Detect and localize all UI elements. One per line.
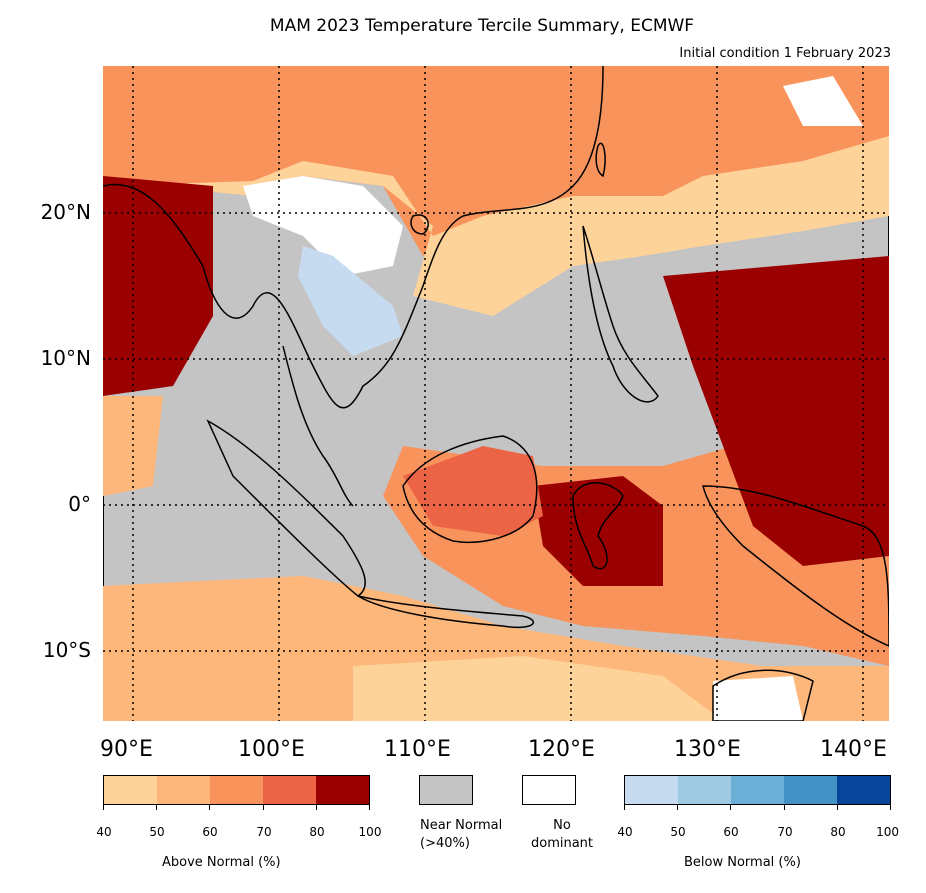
above-normal-swatch-50 <box>157 776 210 804</box>
above-tick-70: 70 <box>256 825 272 839</box>
no-dominant-label-line1: No <box>553 818 571 833</box>
near-normal-label: Near Normal (>40%) <box>420 817 502 853</box>
no-dominant-indochina <box>243 176 403 276</box>
above-tick-50: 50 <box>149 825 165 839</box>
no-dominant-swatch <box>522 775 576 805</box>
no-dominant-label: No dominant <box>521 817 603 853</box>
lat-label-10s: 10°S <box>42 638 91 662</box>
no-dominant-australia <box>713 676 803 721</box>
below-normal-region <box>298 246 403 356</box>
above-normal-title: Above Normal (%) <box>162 855 281 870</box>
coastline-philippines <box>582 225 659 403</box>
above-normal-swatch-70 <box>263 776 316 804</box>
below-normal-swatch-50 <box>678 776 731 804</box>
tickmark <box>784 805 785 810</box>
tickmark <box>103 805 104 810</box>
coastline-sulawesi <box>572 482 624 570</box>
above-normal-swatch-60 <box>210 776 263 804</box>
near-normal-label-line1: Near Normal <box>420 818 503 833</box>
above-normal-strong-south <box>533 476 663 586</box>
below-normal-swatch-80 <box>837 776 890 804</box>
tickmark <box>369 805 370 810</box>
above-normal-region-north <box>103 66 889 256</box>
lon-label-140e: 140°E <box>820 737 887 762</box>
above-tick-100: 100 <box>358 825 382 839</box>
above-tick-80: 80 <box>309 825 325 839</box>
below-normal-colorbar <box>624 775 891 805</box>
tickmark <box>156 805 157 810</box>
above-normal-strong-east <box>663 256 889 566</box>
below-normal-swatch-70 <box>784 776 837 804</box>
below-normal-swatch-60 <box>731 776 784 804</box>
above-tick-40: 40 <box>96 825 112 839</box>
below-tick-40: 40 <box>617 825 633 839</box>
above-normal-light-band <box>103 136 889 316</box>
lon-label-100e: 100°E <box>238 737 305 762</box>
lon-label-90e: 90°E <box>100 737 153 762</box>
above-normal-borneo <box>403 446 543 536</box>
map-canvas <box>103 66 889 721</box>
above-normal-swatch-40 <box>104 776 157 804</box>
near-normal-swatch <box>419 775 473 805</box>
tickmark <box>624 805 625 810</box>
tickmark <box>263 805 264 810</box>
below-tick-60: 60 <box>723 825 739 839</box>
coastline-australia <box>712 669 814 721</box>
tickmark <box>730 805 731 810</box>
above-normal-colorbar <box>103 775 370 805</box>
no-dominant-label-line2: dominant <box>530 836 594 851</box>
tickmark <box>890 805 891 810</box>
below-tick-80: 80 <box>830 825 846 839</box>
lat-label-0: 0° <box>68 492 91 516</box>
lon-label-120e: 120°E <box>528 737 595 762</box>
tickmark <box>209 805 210 810</box>
tickmark <box>316 805 317 810</box>
coastline-mainland <box>103 66 604 409</box>
above-normal-south-band <box>103 576 889 721</box>
below-normal-swatch-40 <box>625 776 678 804</box>
above-normal-light-south <box>353 656 723 721</box>
coastline-java <box>357 595 535 629</box>
above-normal-swatch-80 <box>316 776 369 804</box>
near-normal-label-line2: (>40%) <box>420 836 470 851</box>
chart-subtitle: Initial condition 1 February 2023 <box>679 46 891 61</box>
below-normal-title: Below Normal (%) <box>684 855 801 870</box>
coastline-taiwan <box>595 142 606 178</box>
tickmark <box>677 805 678 810</box>
below-tick-50: 50 <box>670 825 686 839</box>
lon-label-130e: 130°E <box>674 737 741 762</box>
lat-label-10n: 10°N <box>40 346 91 370</box>
above-normal-west <box>103 176 213 396</box>
lat-label-20n: 20°N <box>40 200 91 224</box>
below-tick-70: 70 <box>777 825 793 839</box>
chart-title: MAM 2023 Temperature Tercile Summary, EC… <box>269 16 695 36</box>
below-tick-100: 100 <box>876 825 900 839</box>
coastline-sumatra <box>206 419 366 597</box>
tickmark <box>837 805 838 810</box>
coastline-malay-peninsula <box>282 345 354 507</box>
no-dominant-northeast <box>783 76 863 126</box>
above-tick-60: 60 <box>202 825 218 839</box>
lon-label-110e: 110°E <box>384 737 451 762</box>
coastline-borneo <box>402 435 538 543</box>
coastline-hainan <box>410 214 429 235</box>
